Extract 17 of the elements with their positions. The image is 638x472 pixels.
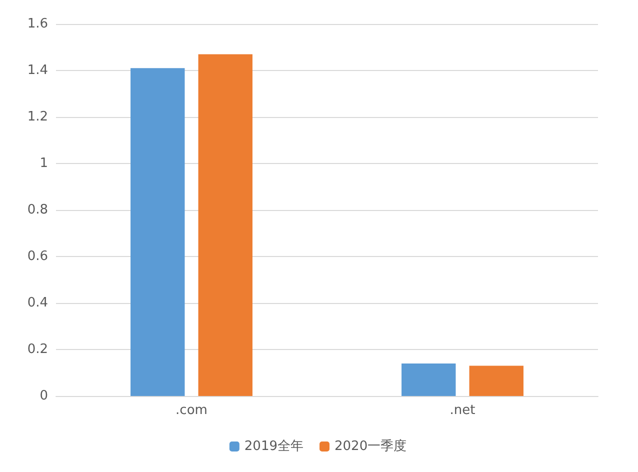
bar [469,366,524,396]
x-tick-label: .net [450,403,476,418]
legend-label: 2020一季度 [334,438,407,454]
y-tick-label: 1.2 [27,110,48,124]
y-tick-label: 1 [40,156,48,171]
x-tick-label: .com [176,403,208,418]
y-tick-label: 0 [40,388,48,404]
bar [402,363,456,396]
y-tick-label: 1.4 [27,63,48,78]
y-tick-label: 0.8 [27,202,48,218]
y-tick-label: 0.2 [27,342,48,357]
legend-label: 2019全年 [244,439,304,454]
bar [198,54,252,396]
y-tick-label: 1.6 [27,16,48,32]
bar [130,68,185,396]
y-tick-label: 0.6 [27,249,48,264]
y-tick-label: 0.4 [27,296,48,310]
